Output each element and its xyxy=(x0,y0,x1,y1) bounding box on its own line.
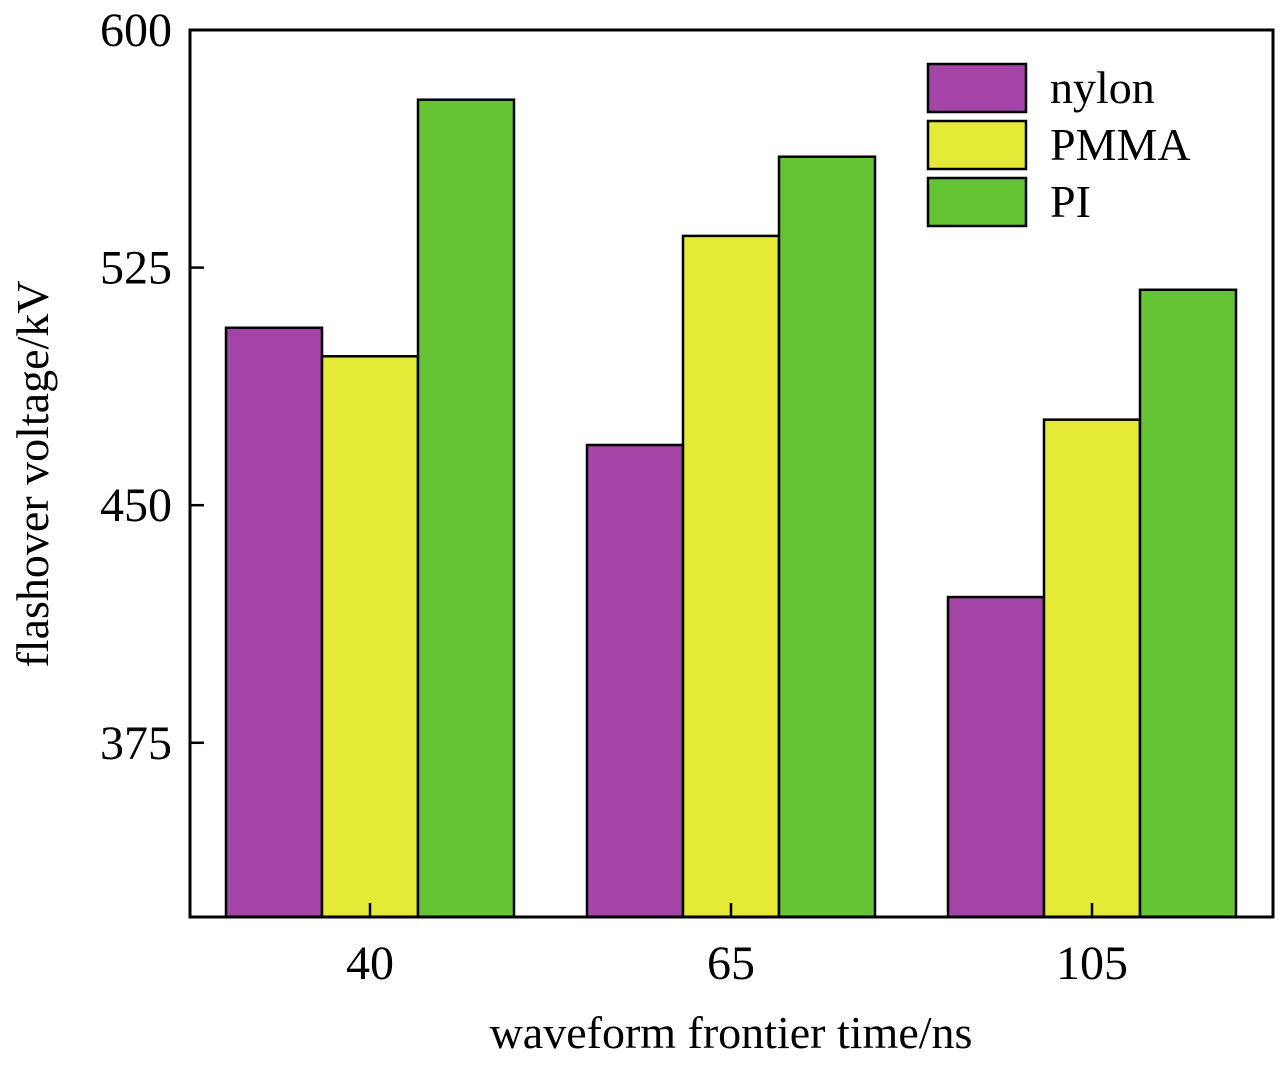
legend-swatch-pmma xyxy=(926,119,1028,171)
bar-pi-105 xyxy=(1138,288,1238,919)
y-tick-label-375: 375 xyxy=(100,717,172,770)
x-tick-label-105: 105 xyxy=(1056,937,1128,990)
x-tick-label-40: 40 xyxy=(346,937,394,990)
y-tick-label-450: 450 xyxy=(100,479,172,532)
legend-label-pi: PI xyxy=(1050,176,1091,227)
bar-pi-40 xyxy=(416,98,516,919)
bar-nylon-65 xyxy=(585,443,685,919)
bar-pi-65 xyxy=(777,155,877,919)
legend-swatch-nylon xyxy=(926,62,1028,114)
legend-label-nylon: nylon xyxy=(1050,62,1155,113)
bars-layer xyxy=(224,98,1238,919)
bar-pmma-65 xyxy=(681,234,781,919)
legend: nylon PMMA PI xyxy=(926,62,1191,228)
ticks-layer: 375 450 525 600 40 65 105 xyxy=(100,4,1128,990)
bar-pmma-40 xyxy=(320,355,420,919)
y-tick-label-525: 525 xyxy=(100,242,172,295)
legend-swatch-pi xyxy=(926,176,1028,228)
x-axis-label: waveform frontier time/ns xyxy=(490,1007,973,1058)
bar-nylon-105 xyxy=(946,595,1046,919)
x-tick-label-65: 65 xyxy=(707,937,755,990)
y-tick-label-600: 600 xyxy=(100,4,172,57)
y-axis-label: flashover voltage/kV xyxy=(7,280,58,667)
legend-label-pmma: PMMA xyxy=(1050,119,1191,170)
bar-pmma-105 xyxy=(1042,418,1142,919)
bar-nylon-40 xyxy=(224,326,324,919)
